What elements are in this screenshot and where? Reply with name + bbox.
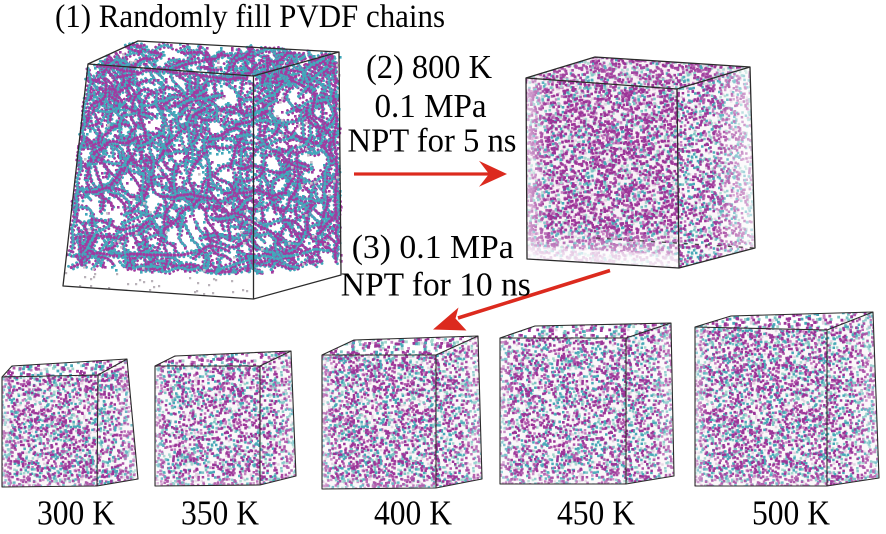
svg-text:NPT for 5 ns: NPT for 5 ns <box>348 123 517 160</box>
svg-text:(3) 0.1 MPa: (3) 0.1 MPa <box>352 229 514 266</box>
svg-text:400 K: 400 K <box>374 494 452 533</box>
svg-text:300 K: 300 K <box>37 494 115 533</box>
svg-text:450 K: 450 K <box>557 494 635 533</box>
svg-text:(2) 800 K: (2) 800 K <box>366 49 492 86</box>
svg-text:NPT for 10 ns: NPT for 10 ns <box>341 267 531 304</box>
svg-text:500 K: 500 K <box>752 494 830 533</box>
svg-text:350 K: 350 K <box>181 494 259 533</box>
svg-text:0.1 MPa: 0.1 MPa <box>375 88 487 125</box>
svg-text:(1) Randomly fill PVDF chains: (1) Randomly fill PVDF chains <box>55 0 445 35</box>
